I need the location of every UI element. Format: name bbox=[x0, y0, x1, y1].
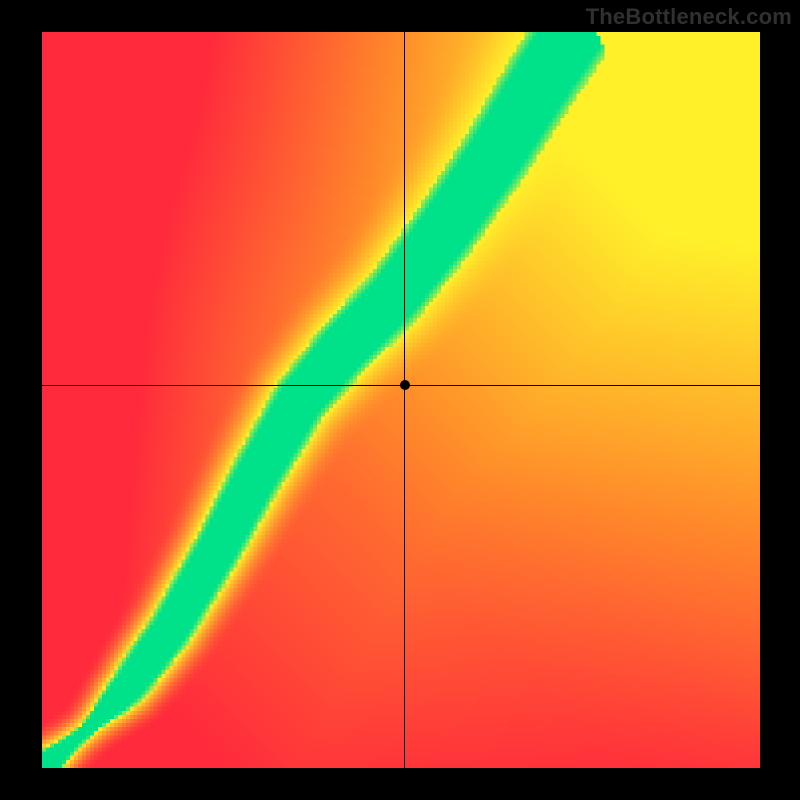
heatmap-canvas bbox=[42, 32, 760, 768]
plot-frame bbox=[42, 32, 760, 768]
crosshair-vertical bbox=[404, 32, 405, 768]
watermark-text: TheBottleneck.com bbox=[586, 4, 792, 30]
chart-container: TheBottleneck.com bbox=[0, 0, 800, 800]
marker-dot bbox=[400, 380, 410, 390]
